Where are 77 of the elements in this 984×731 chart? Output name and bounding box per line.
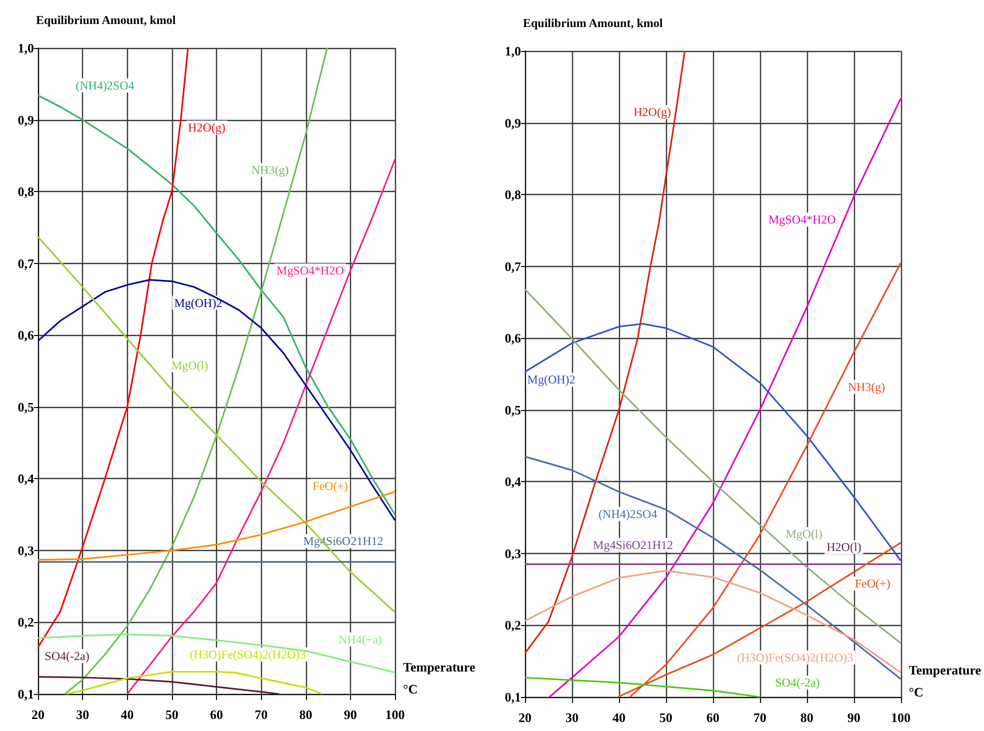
line-series <box>37 634 396 674</box>
y-tick-label: 0,9 <box>18 112 34 128</box>
x-tick-label: 20 <box>518 710 532 725</box>
x-tick-label: 20 <box>32 707 44 722</box>
line-series <box>524 288 902 644</box>
x-tick-label: 60 <box>210 707 223 722</box>
legend-label: H2O(l) <box>826 540 862 554</box>
y-tick-label: 0,7 <box>18 256 34 271</box>
y-tick-label: 0,7 <box>504 258 522 274</box>
line-series <box>37 676 280 695</box>
x-tick-label: 30 <box>565 710 578 725</box>
series-label: MgSO4*H2O <box>276 264 344 278</box>
line-series <box>524 570 902 674</box>
y-tick-label: 0,8 <box>504 187 522 202</box>
series-label: NH3(g) <box>251 163 289 178</box>
x-tick-label: 60 <box>706 710 720 725</box>
line-series <box>37 279 396 522</box>
series-label: MgO(l) <box>786 527 822 542</box>
y-tick-label: 0,8 <box>18 184 34 200</box>
y-axis-title: Equilibrium Amount, kmol <box>36 13 176 27</box>
x-tick-label: 40 <box>120 707 134 722</box>
series-label: (NH4)2SO4 <box>598 506 658 521</box>
x-tick-label: 70 <box>753 710 766 725</box>
series-label: H2O(g) <box>188 120 226 135</box>
y-tick-label: 0,4 <box>504 474 522 490</box>
series-label: NH3(g) <box>848 380 886 394</box>
x-tick-label: 30 <box>76 707 90 722</box>
x-tick-label: 90 <box>344 707 357 722</box>
x-axis-title: Temperature °C <box>908 662 982 700</box>
x-tick-label: 50 <box>659 710 672 725</box>
y-tick-label: 0,4 <box>18 471 34 486</box>
series-label: Mg(OH)2 <box>174 296 222 310</box>
series-label: (H3O)Fe(SO4)2(H2O)3 <box>737 650 854 665</box>
y-tick-label: 0,9 <box>504 115 522 130</box>
line-series <box>524 456 902 680</box>
y-tick-label: 0,6 <box>504 330 522 346</box>
line-series <box>524 676 761 698</box>
y-tick-label: 0,5 <box>504 402 522 418</box>
series-label: FeO(+) <box>312 478 348 493</box>
y-tick-label: 0,5 <box>18 399 34 414</box>
y-tick-label: 0,1 <box>504 690 521 704</box>
x-tick-label: 100 <box>385 707 405 722</box>
y-tick-label: 0,3 <box>504 546 522 561</box>
series-label: FeO(+) <box>854 576 890 591</box>
y-tick-label: 0,2 <box>18 614 34 630</box>
y-tick-label: 1,0 <box>504 44 521 58</box>
series-label: SO4(-2a) <box>775 676 820 690</box>
x-tick-label: 100 <box>891 710 911 725</box>
line-series <box>524 322 902 562</box>
series-label: H2O(g) <box>634 105 671 120</box>
y-tick-label: 0,3 <box>18 542 34 558</box>
series-label: MgSO4*H2O <box>768 212 836 227</box>
series-label: Mg4Si6O21H12 <box>593 538 674 552</box>
series-label: Mg(OH)2 <box>527 372 576 387</box>
line-series <box>524 50 686 654</box>
x-tick-label: 50 <box>165 707 178 722</box>
y-tick-label: 0,1 <box>18 686 34 702</box>
line-series <box>66 670 324 695</box>
y-tick-label: 0,2 <box>504 618 521 633</box>
series-label: MgO(l) <box>171 358 208 372</box>
series-label: NH4(+a) <box>338 632 382 646</box>
x-axis-title: Temperature °C <box>403 660 476 696</box>
x-tick-label: 80 <box>299 707 312 722</box>
y-tick-label: 1,0 <box>18 40 34 56</box>
line-series <box>126 158 396 695</box>
line-series <box>37 236 396 613</box>
line-series <box>37 94 396 516</box>
x-tick-label: 90 <box>847 710 860 725</box>
x-tick-label: 80 <box>800 710 814 725</box>
y-axis-title: Equilibrium Amount, kmol <box>523 16 664 30</box>
x-tick-label: 70 <box>254 707 268 722</box>
series-label: (H3O)Fe(SO4)2(H2O)3 <box>190 648 306 662</box>
y-tick-label: 0,6 <box>18 328 34 343</box>
series-label: SO4(-2a) <box>44 648 90 663</box>
series-label: (NH4)2SO4 <box>76 78 134 92</box>
x-tick-label: 40 <box>612 710 626 725</box>
line-series <box>37 490 396 561</box>
